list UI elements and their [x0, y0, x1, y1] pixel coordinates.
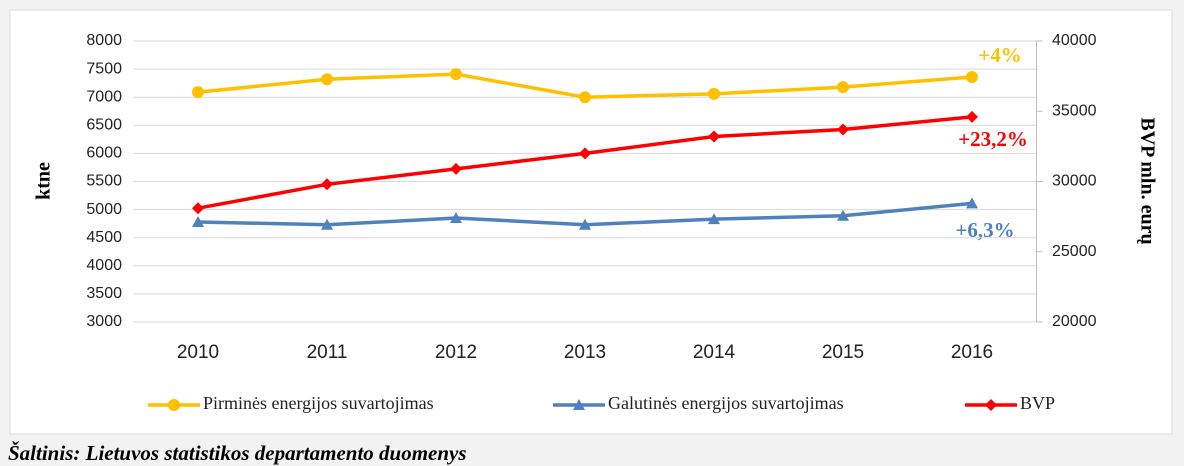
legend-label: Galutinės energijos suvartojimas — [608, 393, 844, 413]
point — [579, 147, 591, 160]
legend-label: BVP — [1020, 393, 1055, 413]
x-tick-label: 2014 — [693, 342, 736, 363]
y-tick-label: 4500 — [86, 229, 122, 246]
x-tick-label: 2011 — [307, 342, 348, 363]
point — [573, 399, 585, 410]
y-tick-label: 8000 — [86, 32, 122, 49]
y-tick-label: 7500 — [86, 60, 122, 77]
point — [321, 178, 333, 191]
point — [192, 86, 204, 99]
point — [837, 123, 849, 136]
point — [966, 110, 978, 123]
x-tick-label: 2012 — [435, 342, 477, 363]
point — [966, 197, 978, 209]
point — [450, 162, 462, 175]
y2-tick-label: 30000 — [1052, 173, 1097, 190]
y2-tick-label: 25000 — [1052, 243, 1097, 260]
point — [579, 91, 591, 104]
point — [708, 213, 720, 225]
annotation: +23,2% — [958, 127, 1028, 151]
point — [579, 218, 591, 230]
y-tick-label: 6500 — [86, 117, 122, 134]
y2-tick-label: 20000 — [1052, 313, 1097, 330]
y2-tick-label: 35000 — [1052, 102, 1097, 119]
annotation: +4% — [978, 43, 1021, 67]
point — [966, 70, 978, 83]
x-tick-label: 2010 — [177, 342, 219, 363]
y2-tick-label: 40000 — [1052, 32, 1097, 49]
point — [708, 130, 720, 143]
y-tick-label: 7000 — [86, 88, 122, 105]
y-tick-label: 5000 — [86, 201, 122, 218]
legend-label: Pirminės energijos suvartojimas — [203, 393, 434, 413]
y-tick-label: 5500 — [86, 173, 122, 190]
point — [192, 202, 204, 215]
y2-axis-title: BVP mln. eurų — [1136, 117, 1158, 244]
point — [837, 209, 849, 221]
point — [837, 81, 849, 94]
y-axis-title: ktne — [33, 162, 55, 200]
point — [708, 87, 720, 100]
point — [450, 212, 462, 224]
x-tick-label: 2015 — [822, 342, 864, 363]
y-tick-label: 3500 — [86, 285, 122, 302]
y-tick-label: 6000 — [86, 145, 122, 162]
point — [321, 73, 333, 86]
x-tick-label: 2013 — [564, 342, 606, 363]
source: Šaltinis: Lietuvos statistikos departame… — [8, 441, 467, 465]
point — [321, 218, 333, 230]
point — [192, 215, 204, 227]
y-tick-label: 3000 — [86, 313, 122, 330]
x-tick-label: 2016 — [951, 342, 993, 363]
point — [985, 399, 997, 411]
point — [168, 399, 180, 411]
point — [450, 68, 462, 81]
y-tick-label: 4000 — [86, 257, 122, 274]
annotation: +6,3% — [955, 218, 1014, 242]
